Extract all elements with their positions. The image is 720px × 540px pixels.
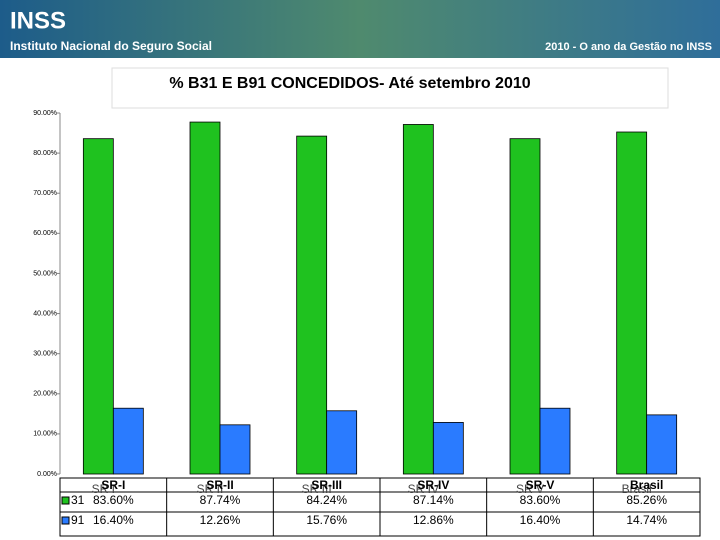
bar	[82, 138, 114, 475]
y-tick-label: 60.00%	[33, 230, 57, 237]
category-overlay-label: SR III	[302, 482, 332, 496]
legend-label: 91	[71, 513, 85, 527]
x-tick-label: SR-III	[311, 478, 342, 492]
table-value: 87.14%	[413, 493, 454, 507]
bar	[112, 407, 144, 475]
title-box	[111, 67, 669, 109]
y-tick-label: 30.00%	[33, 351, 57, 358]
table-value: 12.86%	[413, 513, 454, 527]
header-banner	[0, 0, 720, 58]
table-value: 12.26%	[200, 513, 241, 527]
x-tick-label: Brasil	[630, 478, 663, 492]
chart-title: % B31 E B91 CONCEDIDOS- Até setembro 201…	[169, 75, 530, 92]
header-subtitle: Instituto Nacional do Seguro Social	[10, 39, 212, 53]
y-tick-label: 20.00%	[33, 391, 57, 398]
legend-swatch	[61, 496, 70, 505]
table-value: 87.74%	[200, 493, 241, 507]
y-tick-label: 10.00%	[33, 431, 57, 438]
bar	[616, 131, 648, 475]
table-value: 84.24%	[306, 493, 347, 507]
bar	[189, 121, 221, 475]
table-value: 83.60%	[520, 493, 561, 507]
category-overlay-label: SR IV	[408, 482, 439, 496]
header-slogan: 2010 - O ano da Gestão no INSS	[545, 41, 712, 53]
x-tick-label: SR-I	[101, 478, 125, 492]
legend-label: 31	[71, 493, 85, 507]
table-value: 85.26%	[626, 493, 667, 507]
bar	[402, 124, 434, 475]
y-tick-label: 70.00%	[33, 190, 57, 197]
y-tick-label: 0.00%	[37, 471, 57, 478]
table-value: 16.40%	[93, 513, 134, 527]
bar	[326, 410, 358, 475]
bar	[539, 407, 571, 475]
x-tick-label: SR-II	[206, 478, 233, 492]
y-tick-label: 40.00%	[33, 310, 57, 317]
table-value: 15.76%	[306, 513, 347, 527]
bar	[509, 138, 541, 475]
y-tick-label: 80.00%	[33, 150, 57, 157]
table-value: 16.40%	[520, 513, 561, 527]
x-tick-label: SR-IV	[417, 478, 449, 492]
bar	[646, 414, 678, 475]
bar	[296, 135, 328, 475]
category-overlay-label: Brasil	[622, 482, 652, 496]
bar	[432, 422, 464, 475]
legend-swatch	[61, 516, 70, 525]
bar	[219, 424, 251, 475]
category-overlay-label: SR II	[197, 482, 224, 496]
logo: INSS	[10, 7, 66, 34]
y-tick-label: 90.00%	[33, 110, 57, 117]
table-value: 83.60%	[93, 493, 134, 507]
category-overlay-label: SR V	[516, 482, 544, 496]
y-tick-label: 50.00%	[33, 270, 57, 277]
table-value: 14.74%	[626, 513, 667, 527]
category-overlay-label: SR I	[92, 482, 115, 496]
x-tick-label: SR-V	[526, 478, 555, 492]
